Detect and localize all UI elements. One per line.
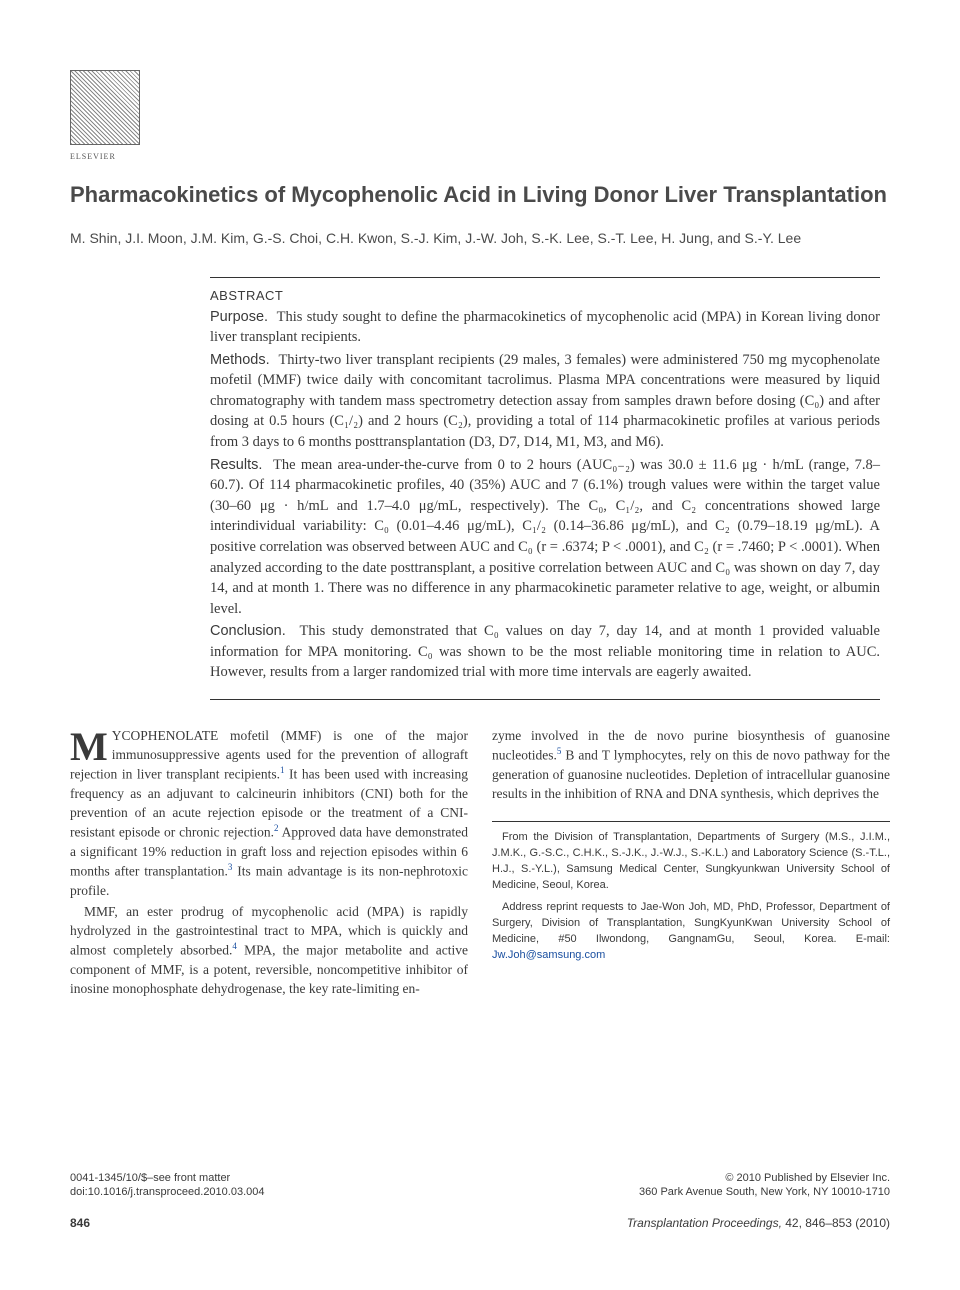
body-paragraph-1: MYCOPHENOLATE mofetil (MMF) is one of th… [70, 726, 468, 900]
publisher-logo-area: ELSEVIER [70, 70, 890, 161]
copyright: © 2010 Published by Elsevier Inc. [725, 1172, 890, 1184]
affiliation-box: From the Division of Transplantation, De… [492, 821, 890, 964]
author-list: M. Shin, J.I. Moon, J.M. Kim, G.-S. Choi… [70, 228, 890, 249]
affiliation-reprint: Address reprint requests to Jae-Won Joh,… [492, 900, 890, 964]
abstract-heading: ABSTRACT [210, 288, 880, 303]
abstract-conclusion: Conclusion. This study demonstrated that… [210, 621, 880, 683]
abstract-purpose: Purpose. This study sought to define the… [210, 307, 880, 348]
abstract-container: ABSTRACT Purpose. This study sought to d… [210, 277, 880, 700]
journal-citation: Transplantation Proceedings, 42, 846–853… [627, 1216, 890, 1230]
article-title: Pharmacokinetics of Mycophenolic Acid in… [70, 181, 890, 210]
citation-volume-pages: 42, 846–853 (2010) [782, 1216, 890, 1230]
right-column: zyme involved in the de novo purine bios… [492, 726, 890, 998]
elsevier-tree-icon [70, 70, 140, 145]
abstract-results-label: Results. [210, 457, 262, 473]
body-two-column: MYCOPHENOLATE mofetil (MMF) is one of th… [70, 726, 890, 998]
page-number: 846 [70, 1216, 90, 1230]
body-paragraph-3: zyme involved in the de novo purine bios… [492, 726, 890, 803]
abstract-methods-label: Methods. [210, 352, 270, 368]
publisher-address: 360 Park Avenue South, New York, NY 1001… [639, 1186, 890, 1198]
abstract-purpose-text: This study sought to define the pharmaco… [210, 309, 880, 346]
affiliation-from: From the Division of Transplantation, De… [492, 830, 890, 894]
journal-name: Transplantation Proceedings, [627, 1216, 782, 1230]
front-matter: 0041-1345/10/$–see front matter [70, 1172, 230, 1184]
abstract-purpose-label: Purpose. [210, 309, 268, 325]
left-column: MYCOPHENOLATE mofetil (MMF) is one of th… [70, 726, 468, 998]
abstract-conclusion-label: Conclusion. [210, 623, 286, 639]
correspondence-email[interactable]: Jw.Joh@samsung.com [492, 949, 605, 961]
body-paragraph-2: MMF, an ester prodrug of mycophenolic ac… [70, 902, 468, 998]
dropcap-letter: M [70, 726, 112, 764]
page-footer: 0041-1345/10/$–see front matter © 2010 P… [70, 1172, 890, 1230]
abstract-results-text: The mean area-under-the-curve from 0 to … [210, 457, 880, 617]
abstract-results: Results. The mean area-under-the-curve f… [210, 455, 880, 620]
abstract-methods-text: Thirty-two liver transplant recipients (… [210, 352, 880, 450]
abstract-conclusion-text: This study demonstrated that C₀ values o… [210, 623, 880, 680]
abstract-methods: Methods. Thirty-two liver transplant rec… [210, 350, 880, 453]
doi: doi:10.1016/j.transproceed.2010.03.004 [70, 1186, 265, 1198]
publisher-name: ELSEVIER [70, 152, 890, 161]
reprint-text: Address reprint requests to Jae-Won Joh,… [492, 901, 890, 945]
